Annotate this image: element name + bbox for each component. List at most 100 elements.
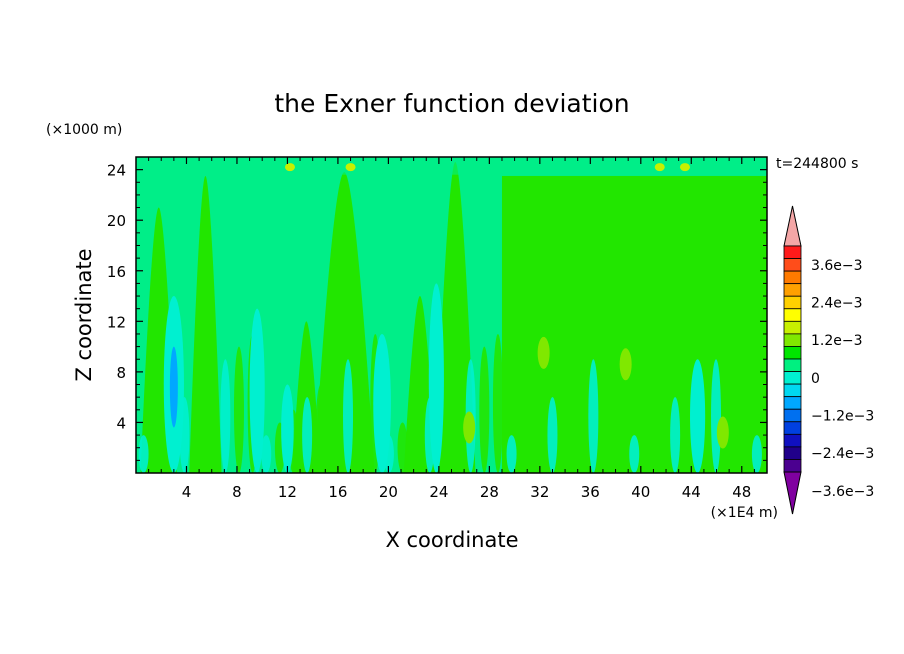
colorbar-segment xyxy=(783,421,802,435)
field-cell xyxy=(206,371,217,473)
time-label: t=244800 s xyxy=(776,156,858,172)
field-cell xyxy=(601,346,612,473)
x-axis: 4 8 12 16 20 24 28 32 36 40 44 48 xyxy=(148,157,755,501)
field-cell xyxy=(629,435,640,473)
field-positive-patch xyxy=(619,348,632,381)
colorbar-segment xyxy=(783,446,802,460)
colorbar: 3.6e−3 2.4e−3 1.2e−3 0 −1.2e−3 −2.4e−3 −3.6e−3 xyxy=(783,205,874,515)
colorbar-segment xyxy=(783,358,802,372)
field-cell xyxy=(520,422,531,473)
contour-field xyxy=(136,157,767,473)
field-cell xyxy=(356,346,367,473)
field-cell xyxy=(724,346,735,473)
field-top-strip xyxy=(136,158,767,175)
field-cell xyxy=(588,359,599,473)
colorbar-label: 1.2e−3 xyxy=(811,333,863,349)
field-negative-core xyxy=(169,346,178,428)
colorbar-segment xyxy=(783,320,802,335)
field-top-patch xyxy=(679,163,690,172)
field-cell xyxy=(656,409,667,473)
colorbar-bottom-arrow xyxy=(783,471,802,515)
colorbar-segment xyxy=(783,270,802,285)
y-axis: 4 8 12 16 20 24 xyxy=(107,162,767,461)
field-cell xyxy=(343,359,354,473)
field-cell xyxy=(302,397,313,473)
x-tick-label: 16 xyxy=(328,483,347,501)
x-tick-label: 48 xyxy=(732,483,751,501)
field-plume xyxy=(292,321,321,473)
field-cell xyxy=(315,384,326,473)
field-cell xyxy=(670,397,681,473)
colorbar-label: −2.4e−3 xyxy=(811,446,874,462)
colorbar-label: −3.6e−3 xyxy=(811,484,874,500)
field-cell xyxy=(533,409,544,473)
x-tick-label: 20 xyxy=(379,483,398,501)
x-tick-label: 4 xyxy=(182,483,192,501)
colorbar-label: 3.6e−3 xyxy=(811,258,863,274)
colorbar-segment xyxy=(783,459,802,473)
y-axis-title: Z coordinate xyxy=(72,248,96,381)
field-cell xyxy=(452,371,463,473)
field-cell xyxy=(261,435,272,473)
x-tick-label: 12 xyxy=(278,483,297,501)
x-tick-label: 8 xyxy=(232,483,242,501)
field-cell xyxy=(233,346,244,473)
field-cell xyxy=(492,333,503,473)
field-cell xyxy=(220,359,231,473)
field-negative-region xyxy=(249,308,265,473)
colorbar-label: −1.2e−3 xyxy=(811,409,874,425)
field-cell xyxy=(506,435,517,473)
field-cell xyxy=(751,435,762,473)
field-cell xyxy=(574,371,585,473)
field-positive-patch xyxy=(537,336,550,369)
field-cell xyxy=(547,397,558,473)
field-top-patch xyxy=(345,163,356,172)
field-cell xyxy=(711,359,722,473)
field-negative-region xyxy=(690,359,706,473)
field-cell xyxy=(642,422,653,473)
y-tick-label: 20 xyxy=(107,212,126,230)
x-tick-label: 32 xyxy=(530,483,549,501)
y-tick-label: 4 xyxy=(116,414,126,432)
colorbar-segment xyxy=(783,346,802,360)
field-positive-patch xyxy=(463,411,476,444)
y-tick-label: 8 xyxy=(116,364,126,382)
field-cell xyxy=(138,435,149,473)
field-cell xyxy=(397,422,408,473)
field-cell xyxy=(152,422,163,473)
x-tick-label: 28 xyxy=(480,483,499,501)
colorbar-segment xyxy=(783,283,802,297)
field-negative-region xyxy=(281,384,294,473)
field-top-patch xyxy=(654,163,665,172)
y-unit-label: (×1000 m) xyxy=(46,122,122,138)
colorbar-segment xyxy=(783,258,802,272)
colorbar-segment xyxy=(783,308,802,322)
field-top-patch xyxy=(284,163,295,172)
field-positive-patch xyxy=(716,416,729,449)
colorbar-segment xyxy=(783,333,802,347)
colorbar-label: 2.4e−3 xyxy=(811,296,863,312)
field-cell xyxy=(329,371,340,473)
field-cell xyxy=(738,333,749,473)
x-tick-label: 24 xyxy=(429,483,448,501)
x-tick-label: 36 xyxy=(581,483,600,501)
field-negative-region xyxy=(428,283,444,473)
colorbar-segment xyxy=(783,408,802,423)
colorbar-segment xyxy=(783,295,802,310)
colorbar-segment xyxy=(783,371,802,385)
y-tick-label: 12 xyxy=(107,313,126,331)
field-cell xyxy=(479,346,490,473)
colorbar-segment xyxy=(783,245,802,259)
x-axis-title: X coordinate xyxy=(385,528,518,552)
y-tick-label: 16 xyxy=(107,263,126,281)
x-unit-label: (×1E4 m) xyxy=(711,505,778,521)
x-tick-label: 40 xyxy=(631,483,650,501)
colorbar-segment xyxy=(783,433,802,448)
field-cell xyxy=(411,409,422,473)
colorbar-label: 0 xyxy=(811,371,820,387)
y-tick-label: 24 xyxy=(107,162,126,180)
x-tick-label: 44 xyxy=(682,483,701,501)
field-cell xyxy=(561,384,572,473)
colorbar-segment xyxy=(783,383,802,398)
